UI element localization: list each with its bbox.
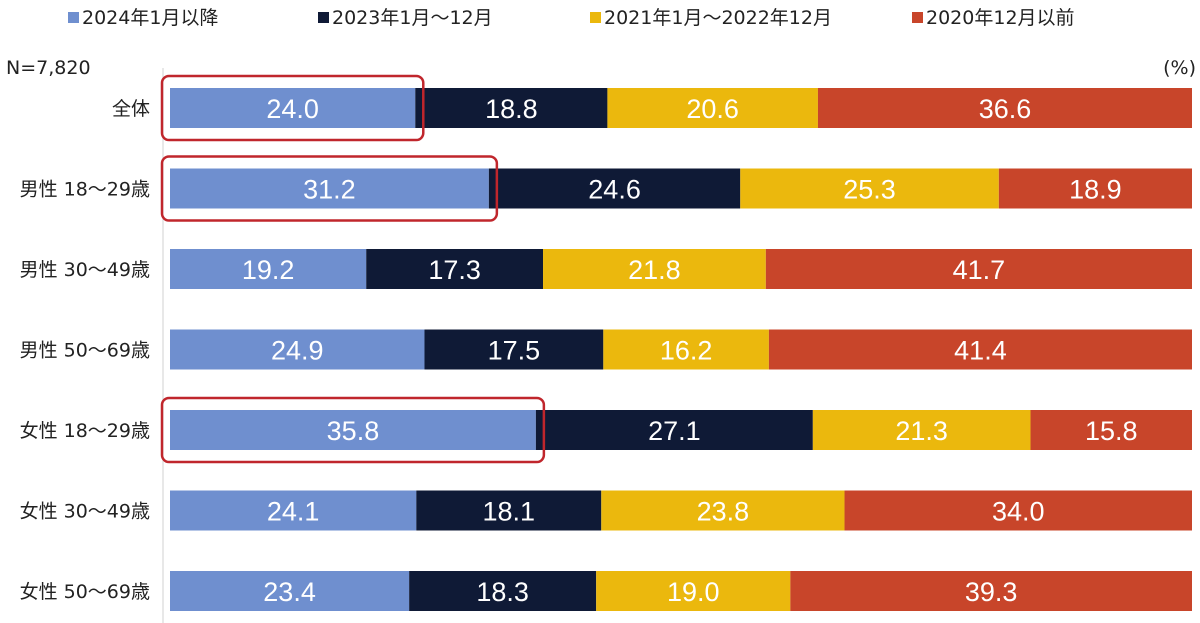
bar-segment xyxy=(812,410,1031,450)
bar-segment xyxy=(740,168,999,209)
data-label: 41.7 xyxy=(953,255,1006,285)
chart-rows: 全体 24.0 18.8 20.6 36.6 男性 18～29歳 31.2 24.6 25.3 1… xyxy=(20,74,1192,611)
bar-segment xyxy=(170,571,410,611)
legend-item: 2020年12月以前 xyxy=(912,7,1075,29)
data-label: 19.2 xyxy=(242,255,295,285)
bar-segment xyxy=(366,249,544,289)
sample-size-note: N=7,820 xyxy=(6,57,91,79)
bar-segment xyxy=(535,410,813,450)
data-label: 20.6 xyxy=(686,94,739,124)
legend: 2024年1月以降 2023年1月～12月 2021年1月～2022年12月 2020… xyxy=(68,7,1075,29)
bar-row: 男性 30～49歳 19.2 17.3 21.8 41.7 xyxy=(20,249,1192,289)
data-label: 24.9 xyxy=(271,336,324,366)
bar-segment xyxy=(543,249,766,289)
bar-segment xyxy=(768,329,1192,370)
bar-segment xyxy=(170,490,417,531)
bar-segment xyxy=(170,249,367,289)
category-label: 女性 18～29歳 xyxy=(20,420,150,442)
legend-swatch xyxy=(68,12,79,23)
category-label: 女性 50～69歳 xyxy=(20,581,150,603)
bar-row: 女性 30～49歳 24.1 18.1 23.8 34.0 xyxy=(20,490,1192,531)
legend-label: 2023年1月～12月 xyxy=(332,7,493,29)
legend-label: 2024年1月以降 xyxy=(82,7,218,29)
category-label: 男性 50～69歳 xyxy=(20,340,150,362)
bar-segment xyxy=(1030,410,1192,450)
data-label: 24.1 xyxy=(267,497,320,527)
highlight-box xyxy=(160,396,546,464)
data-label: 23.8 xyxy=(697,497,750,527)
bar-segment xyxy=(844,490,1192,531)
bar-segment xyxy=(607,88,818,128)
bar-segment xyxy=(170,88,416,128)
bar-segment xyxy=(601,490,845,531)
data-label: 36.6 xyxy=(979,94,1032,124)
data-label: 17.5 xyxy=(488,336,541,366)
bar-row: 女性 50～69歳 23.4 18.3 19.0 39.3 xyxy=(20,571,1192,611)
data-label: 19.0 xyxy=(667,577,720,607)
data-label: 27.1 xyxy=(648,416,701,446)
legend-swatch xyxy=(912,12,923,23)
bar-segment xyxy=(998,168,1192,209)
highlight-box xyxy=(160,155,499,222)
data-label: 17.3 xyxy=(428,255,481,285)
data-label: 25.3 xyxy=(843,175,896,205)
legend-swatch xyxy=(318,12,329,23)
bar-segment xyxy=(416,490,602,531)
legend-label: 2021年1月～2022年12月 xyxy=(604,7,832,29)
bar-segment xyxy=(170,329,425,370)
legend-item: 2021年1月～2022年12月 xyxy=(590,7,832,29)
data-label: 18.1 xyxy=(483,497,536,527)
legend-label: 2020年12月以前 xyxy=(926,7,1075,29)
data-label: 31.2 xyxy=(303,175,356,205)
data-label: 24.6 xyxy=(588,175,641,205)
legend-item: 2024年1月以降 xyxy=(68,7,218,29)
bar-segment xyxy=(415,88,608,128)
category-label: 女性 30～49歳 xyxy=(20,501,150,523)
bar-segment xyxy=(596,571,791,611)
bar-segment xyxy=(424,329,604,370)
unit-label: (%) xyxy=(1163,57,1196,79)
legend-item: 2023年1月～12月 xyxy=(318,7,493,29)
data-label: 41.4 xyxy=(954,336,1007,366)
data-label: 35.8 xyxy=(327,416,380,446)
data-label: 34.0 xyxy=(992,497,1045,527)
data-label: 15.8 xyxy=(1085,416,1138,446)
bar-row: 男性 50～69歳 24.9 17.5 16.2 41.4 xyxy=(20,329,1192,370)
data-label: 21.8 xyxy=(628,255,681,285)
bar-segment xyxy=(409,571,597,611)
bar-segment xyxy=(170,168,489,209)
data-label: 18.9 xyxy=(1069,175,1122,205)
data-label: 18.8 xyxy=(485,94,538,124)
category-label: 男性 30～49歳 xyxy=(20,259,150,281)
bar-segment xyxy=(817,88,1192,128)
data-label: 21.3 xyxy=(895,416,948,446)
bar-row: 女性 18～29歳 35.8 27.1 21.3 15.8 xyxy=(20,396,1192,464)
bar-row: 全体 24.0 18.8 20.6 36.6 xyxy=(112,74,1192,142)
data-label: 24.0 xyxy=(266,94,319,124)
bar-row: 男性 18～29歳 31.2 24.6 25.3 18.9 xyxy=(20,155,1192,222)
category-label: 全体 xyxy=(112,98,150,120)
bar-segment xyxy=(790,571,1192,611)
category-label: 男性 18～29歳 xyxy=(20,179,150,201)
bar-segment xyxy=(603,329,769,370)
data-label: 39.3 xyxy=(965,577,1018,607)
bar-segment xyxy=(488,168,741,209)
highlight-box xyxy=(160,74,425,142)
bar-segment xyxy=(765,249,1192,289)
data-label: 23.4 xyxy=(263,577,316,607)
data-label: 18.3 xyxy=(476,577,529,607)
data-label: 16.2 xyxy=(660,336,713,366)
legend-swatch xyxy=(590,12,601,23)
bar-segment xyxy=(170,410,536,450)
